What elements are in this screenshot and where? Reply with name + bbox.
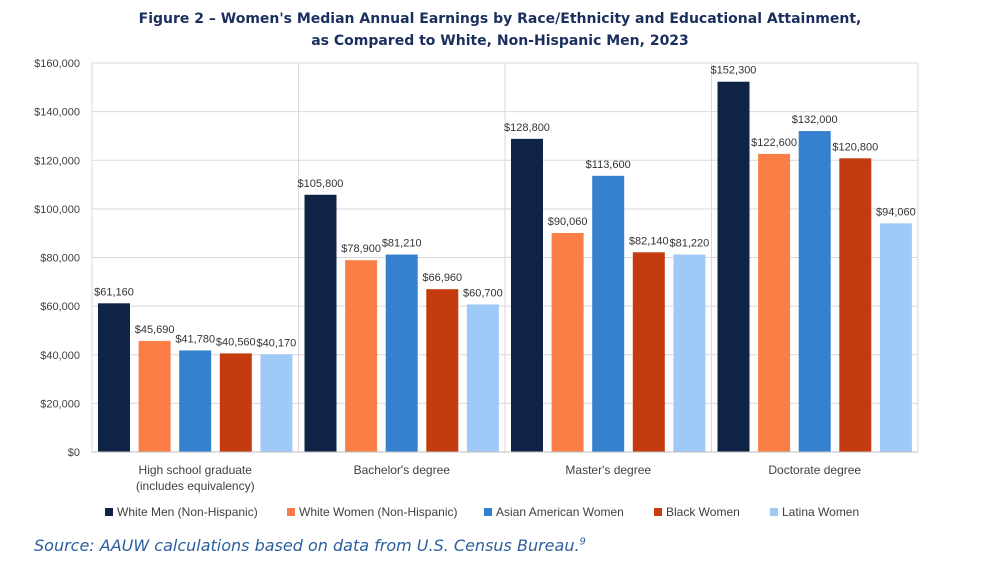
data-label: $81,210 (382, 238, 422, 250)
bar (179, 350, 212, 452)
y-tick-label: $80,000 (40, 253, 80, 265)
bar (98, 303, 130, 452)
y-tick-label: $20,000 (40, 398, 80, 410)
bar (511, 138, 543, 453)
x-tick-label: Master's degree (565, 463, 651, 477)
bar (879, 223, 912, 452)
legend-label: Latina Women (782, 505, 859, 519)
data-label: $45,690 (135, 324, 175, 336)
data-label: $60,700 (463, 287, 503, 299)
legend-swatch (654, 508, 662, 516)
y-tick-label: $140,000 (34, 107, 80, 119)
legend-swatch (105, 508, 113, 516)
bar (592, 175, 625, 452)
y-tick-label: $100,000 (34, 204, 80, 216)
y-tick-label: $0 (68, 447, 80, 459)
y-tick-label: $60,000 (40, 301, 80, 313)
chart-title-line-2: as Compared to White, Non-Hispanic Men, … (311, 33, 689, 49)
bar (839, 158, 872, 452)
legend-label: Black Women (666, 505, 740, 519)
bar (632, 252, 665, 452)
y-tick-label: $120,000 (34, 155, 80, 167)
chart-title-line-1: Figure 2 – Women's Median Annual Earning… (138, 11, 862, 27)
source-note: Source: AAUW calculations based on data … (34, 536, 586, 555)
bar (673, 254, 706, 452)
legend-label: Asian American Women (496, 505, 624, 519)
legend-swatch (484, 508, 492, 516)
data-label: $120,800 (832, 141, 878, 153)
bar (219, 353, 252, 452)
data-label: $132,000 (792, 114, 838, 126)
data-label: $40,170 (257, 337, 297, 349)
legend-label: White Men (Non-Hispanic) (117, 505, 258, 519)
data-label: $81,220 (670, 238, 710, 250)
data-label: $66,960 (422, 272, 462, 284)
source-text: Source: AAUW calculations based on data … (34, 536, 580, 555)
bar (345, 260, 378, 452)
legend-swatch (770, 508, 778, 516)
data-label: $152,300 (711, 65, 757, 77)
bar (385, 254, 418, 452)
data-label: $113,600 (586, 159, 631, 171)
y-tick-label: $40,000 (40, 350, 80, 362)
data-label: $94,060 (876, 206, 916, 218)
data-label: $90,060 (548, 216, 588, 228)
bar (798, 131, 831, 452)
bar (138, 340, 171, 452)
legend-swatch (287, 508, 295, 516)
bar (466, 304, 499, 452)
data-label: $122,600 (751, 137, 797, 149)
x-tick-label: Doctorate degree (768, 463, 861, 477)
bar (260, 354, 293, 452)
data-label: $41,780 (175, 333, 215, 345)
bar (551, 233, 584, 452)
bar (717, 81, 750, 452)
data-label: $128,800 (504, 122, 550, 134)
chart-title: Figure 2 – Women's Median Annual Earning… (0, 8, 1000, 52)
bar (304, 194, 337, 452)
source-footnote: 9 (579, 536, 586, 548)
bar (758, 153, 791, 452)
data-label: $105,800 (298, 178, 344, 190)
data-label: $61,160 (94, 286, 134, 298)
y-tick-label: $160,000 (34, 58, 80, 70)
x-tick-label: (includes equivalency) (136, 479, 255, 493)
data-label: $82,140 (629, 235, 669, 247)
bar-chart: $0 $20,000 $40,000 $60,000 $80,000 $100,000 $1… (34, 58, 919, 519)
legend-label: White Women (Non-Hispanic) (299, 505, 458, 519)
x-tick-label: Bachelor's degree (354, 463, 451, 477)
x-tick-label: High school graduate (139, 463, 253, 477)
data-label: $40,560 (216, 336, 256, 348)
bar (426, 289, 459, 452)
data-label: $78,900 (341, 243, 381, 255)
